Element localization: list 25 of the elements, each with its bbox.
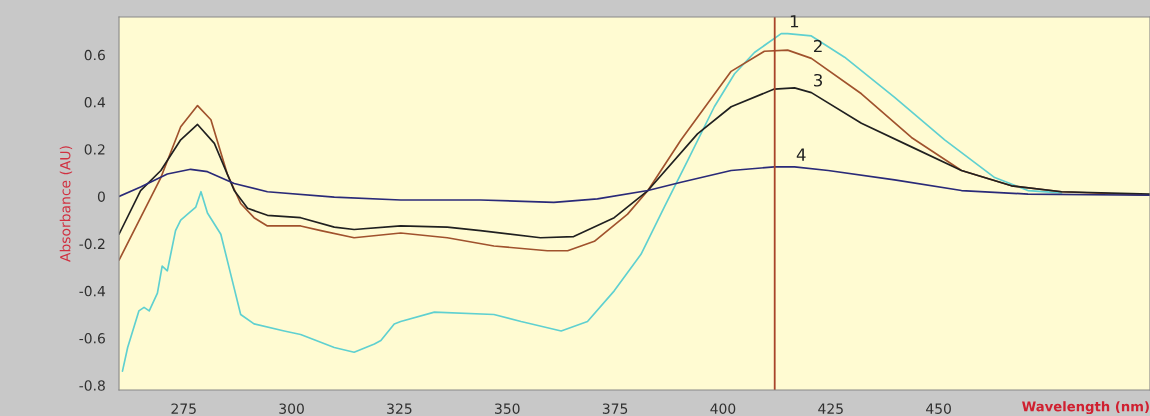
x-tick-label: 400 xyxy=(710,403,736,414)
x-tick-label: 450 xyxy=(926,403,951,414)
x-tick-label: 325 xyxy=(387,403,412,414)
x-tick-label: 425 xyxy=(818,403,843,414)
y-tick-label: -0.6 xyxy=(79,333,105,344)
y-tick-label: 0.6 xyxy=(84,49,105,61)
x-tick-label: 275 xyxy=(171,403,196,414)
x-tick-label: 300 xyxy=(279,403,304,414)
line-series xyxy=(121,32,1063,372)
y-tick-label: -0.8 xyxy=(79,380,105,391)
line-series xyxy=(119,87,1150,239)
y-tick-label: 0.4 xyxy=(84,97,106,108)
y-tick-label: 0.2 xyxy=(84,144,105,155)
y-tick-label: -0.4 xyxy=(79,285,106,297)
y-tick-label: -0.2 xyxy=(79,238,105,250)
x-tick-label: 350 xyxy=(495,403,520,414)
series-label: 1 xyxy=(790,15,799,28)
series-label: 4 xyxy=(796,148,806,161)
x-tick-label: 375 xyxy=(602,403,628,414)
x-axis-title: Wavelength (nm) xyxy=(1022,401,1149,415)
series-label: 2 xyxy=(813,39,822,53)
y-tick-label: 0 xyxy=(97,191,105,202)
line-series xyxy=(119,166,1150,204)
y-axis-title: Absorbance (AU) xyxy=(59,146,73,262)
series-label: 3 xyxy=(814,73,823,87)
